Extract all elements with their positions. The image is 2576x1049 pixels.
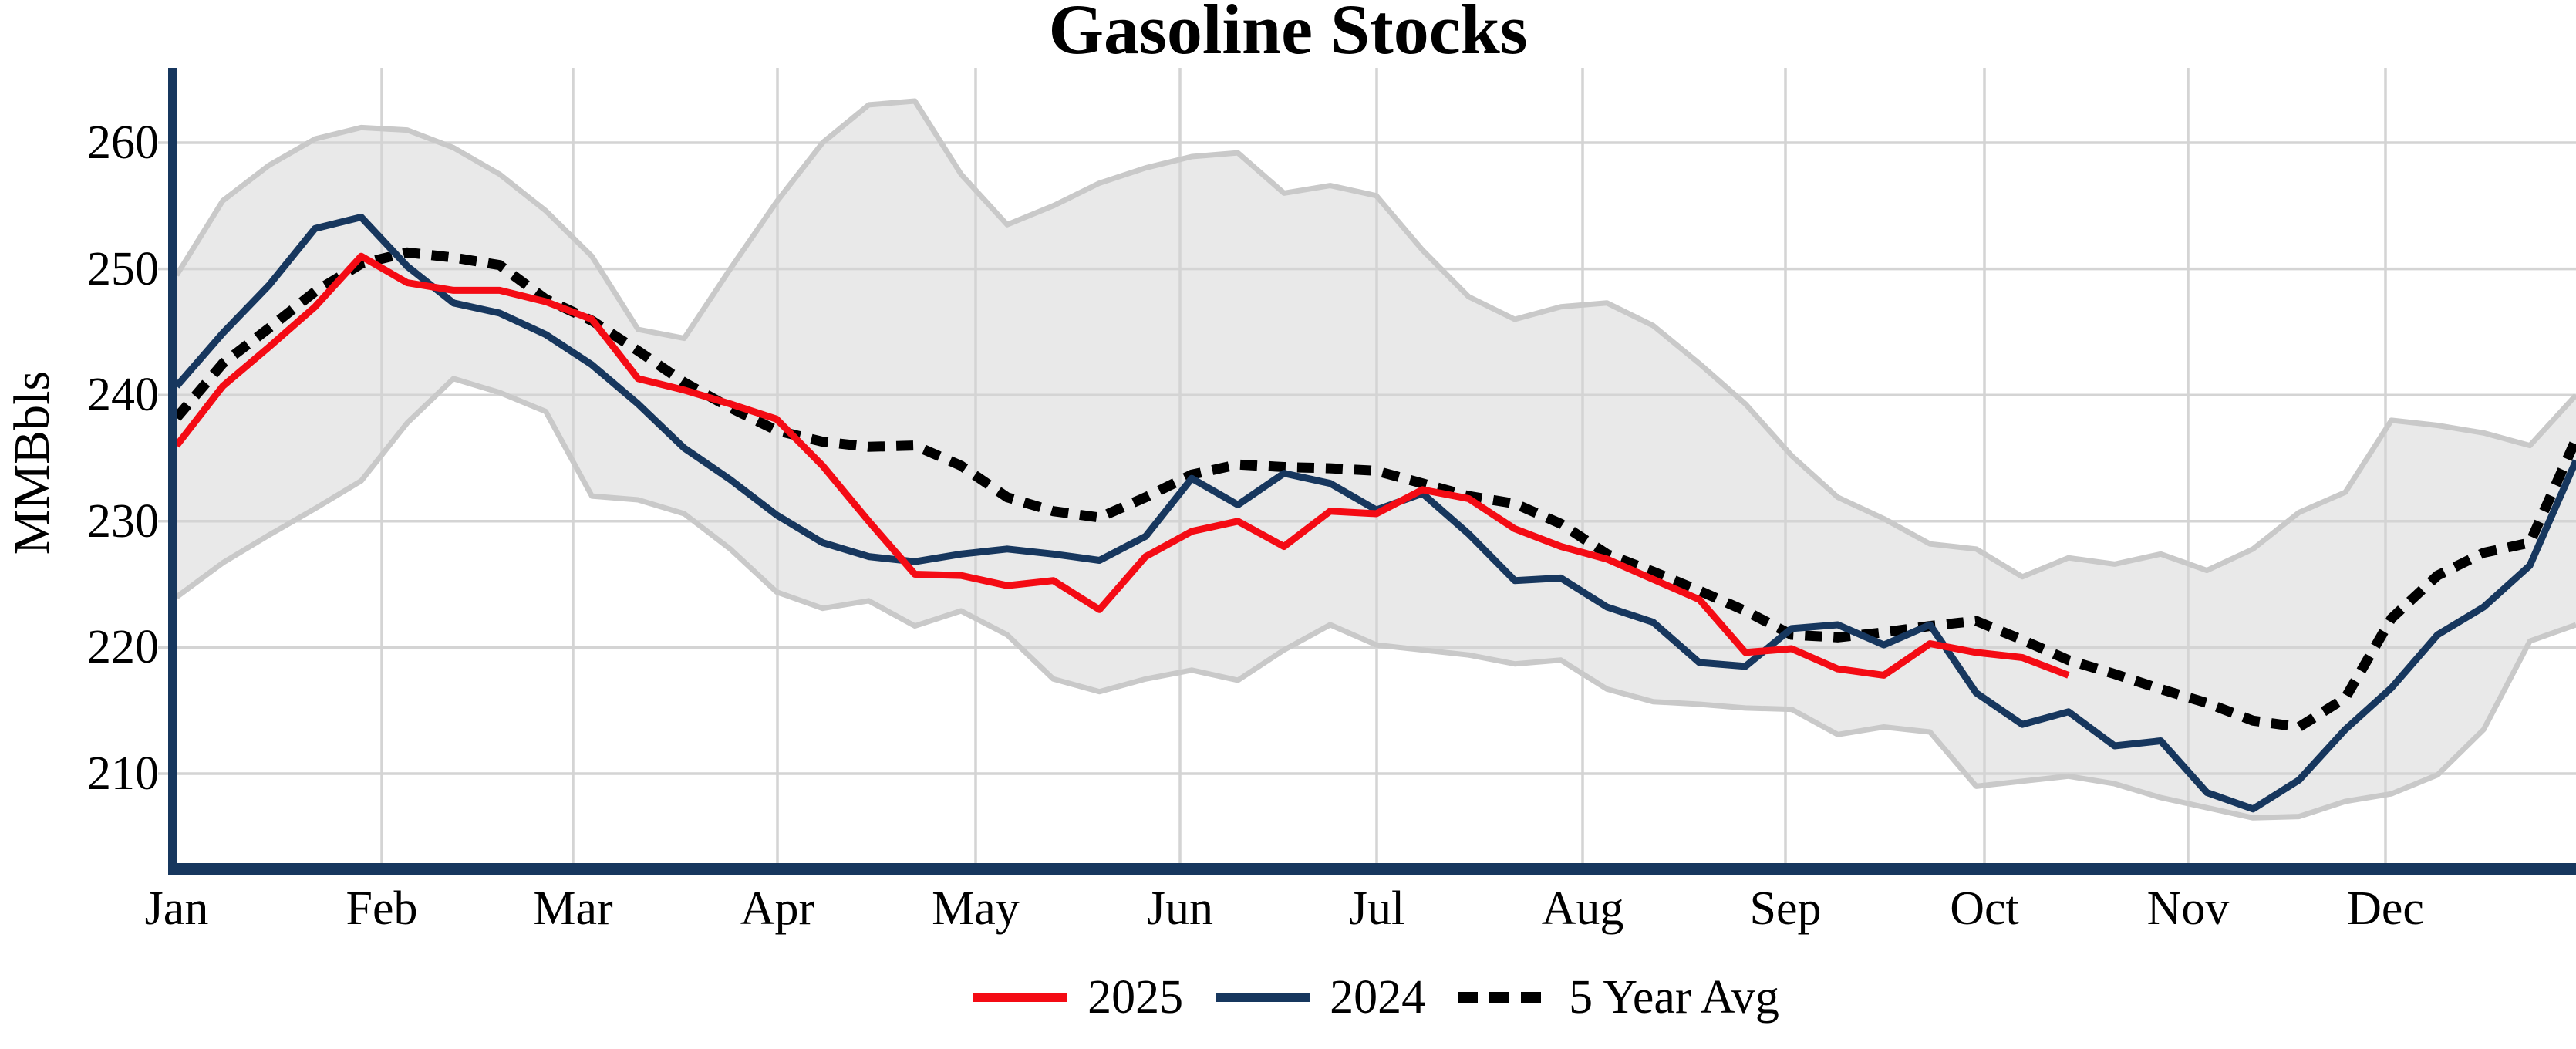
x-tick-oct: Oct	[1950, 882, 2019, 935]
x-tick-aug: Aug	[1541, 882, 1624, 935]
legend: 2025 2024 5 Year Avg	[177, 973, 2576, 1021]
x-axis-line	[168, 863, 2576, 875]
x-tick-sep: Sep	[1749, 882, 1822, 935]
y-tick-220: 220	[87, 621, 159, 674]
legend-2025-line-sample	[973, 993, 1068, 1002]
x-tick-feb: Feb	[346, 882, 418, 935]
y-tick-210: 210	[87, 747, 159, 800]
x-tick-jun: Jun	[1146, 882, 1214, 935]
legend-2024-line-sample	[1216, 993, 1310, 1002]
band-bottom-edge	[174, 376, 2576, 821]
x-tick-may: May	[932, 882, 1020, 935]
x-tick-dec: Dec	[2347, 882, 2424, 935]
y-tick-260: 260	[87, 116, 159, 169]
y-tick-240: 240	[87, 369, 159, 422]
chart-title: Gasoline Stocks	[1048, 0, 1528, 69]
legend-2025-label: 2025	[1087, 971, 1184, 1024]
x-tick-apr: Apr	[740, 882, 815, 935]
line-2025	[174, 252, 2070, 679]
x-tick-nov: Nov	[2146, 882, 2230, 935]
legend-item-5yr-avg: 5 Year Avg	[1458, 973, 1779, 1021]
legend-5yr-avg-dotted-sample	[1458, 992, 1549, 1003]
y-tick-230: 230	[87, 494, 159, 548]
x-tick-jul: Jul	[1348, 882, 1405, 935]
legend-2024-label: 2024	[1330, 971, 1426, 1024]
legend-5yr-avg-label: 5 Year Avg	[1569, 971, 1779, 1024]
band-top-edge	[174, 98, 2576, 580]
x-tick-mar: Mar	[533, 882, 613, 935]
legend-item-2025: 2025	[973, 973, 1183, 1021]
legend-item-2024: 2024	[1216, 973, 1425, 1021]
y-axis-spine	[168, 68, 177, 875]
five-year-avg-line	[173, 247, 2576, 733]
y-tick-250: 250	[87, 242, 159, 295]
x-tick-jan: Jan	[144, 882, 209, 935]
